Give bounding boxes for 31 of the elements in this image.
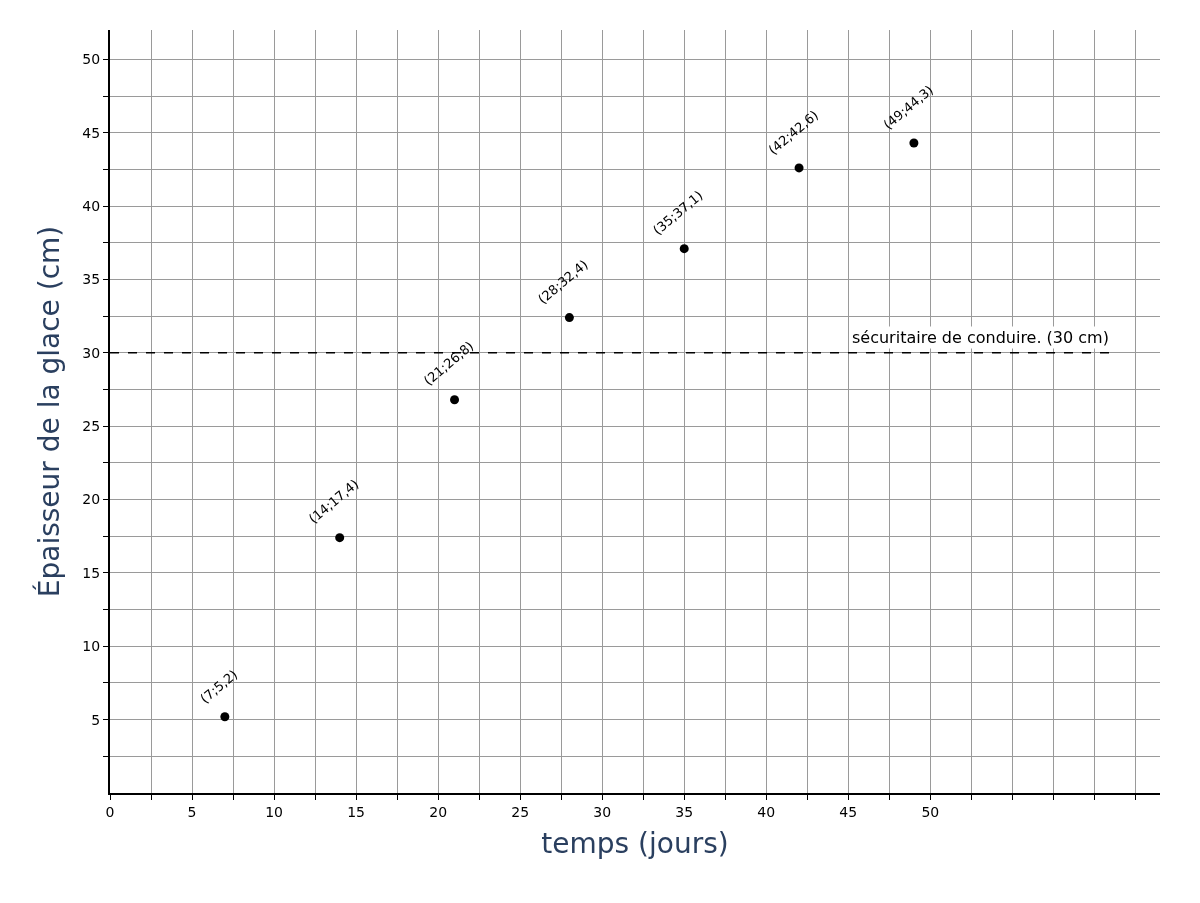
x-tick-label: 10 xyxy=(265,803,283,820)
y-tick-label: 45 xyxy=(82,124,101,141)
y-tick-label: 30 xyxy=(82,344,101,361)
x-tick-label: 15 xyxy=(347,803,365,820)
x-tick-label: 25 xyxy=(511,803,530,820)
x-tick-label: 0 xyxy=(105,803,115,820)
x-axis-title: temps (jours) xyxy=(541,827,729,861)
ref-line-label: sécuritaire de conduire. (30 cm) xyxy=(852,328,1109,347)
y-tick-label: 20 xyxy=(82,491,101,508)
x-tick-label: 30 xyxy=(593,803,612,820)
x-tick-label: 35 xyxy=(675,803,694,820)
point xyxy=(450,395,460,405)
y-tick-label: 5 xyxy=(91,711,101,728)
point xyxy=(679,244,689,254)
x-tick-label: 50 xyxy=(921,803,940,820)
x-tick-label: 40 xyxy=(757,803,776,820)
y-tick-label: 40 xyxy=(82,197,101,214)
y-tick-label: 50 xyxy=(82,51,101,68)
point xyxy=(220,712,230,722)
y-tick-label: 35 xyxy=(82,271,101,288)
x-tick-label: 5 xyxy=(187,803,197,820)
point xyxy=(564,313,574,323)
point xyxy=(909,138,919,148)
y-axis-title: Épaisseur de la glace (cm) xyxy=(31,225,66,598)
y-tick-label: 10 xyxy=(82,638,101,655)
y-tick-label: 15 xyxy=(82,564,101,581)
y-tick-label: 25 xyxy=(82,418,101,435)
point xyxy=(335,533,345,543)
x-tick-label: 45 xyxy=(839,803,858,820)
x-tick-label: 20 xyxy=(429,803,448,820)
point xyxy=(794,163,804,173)
